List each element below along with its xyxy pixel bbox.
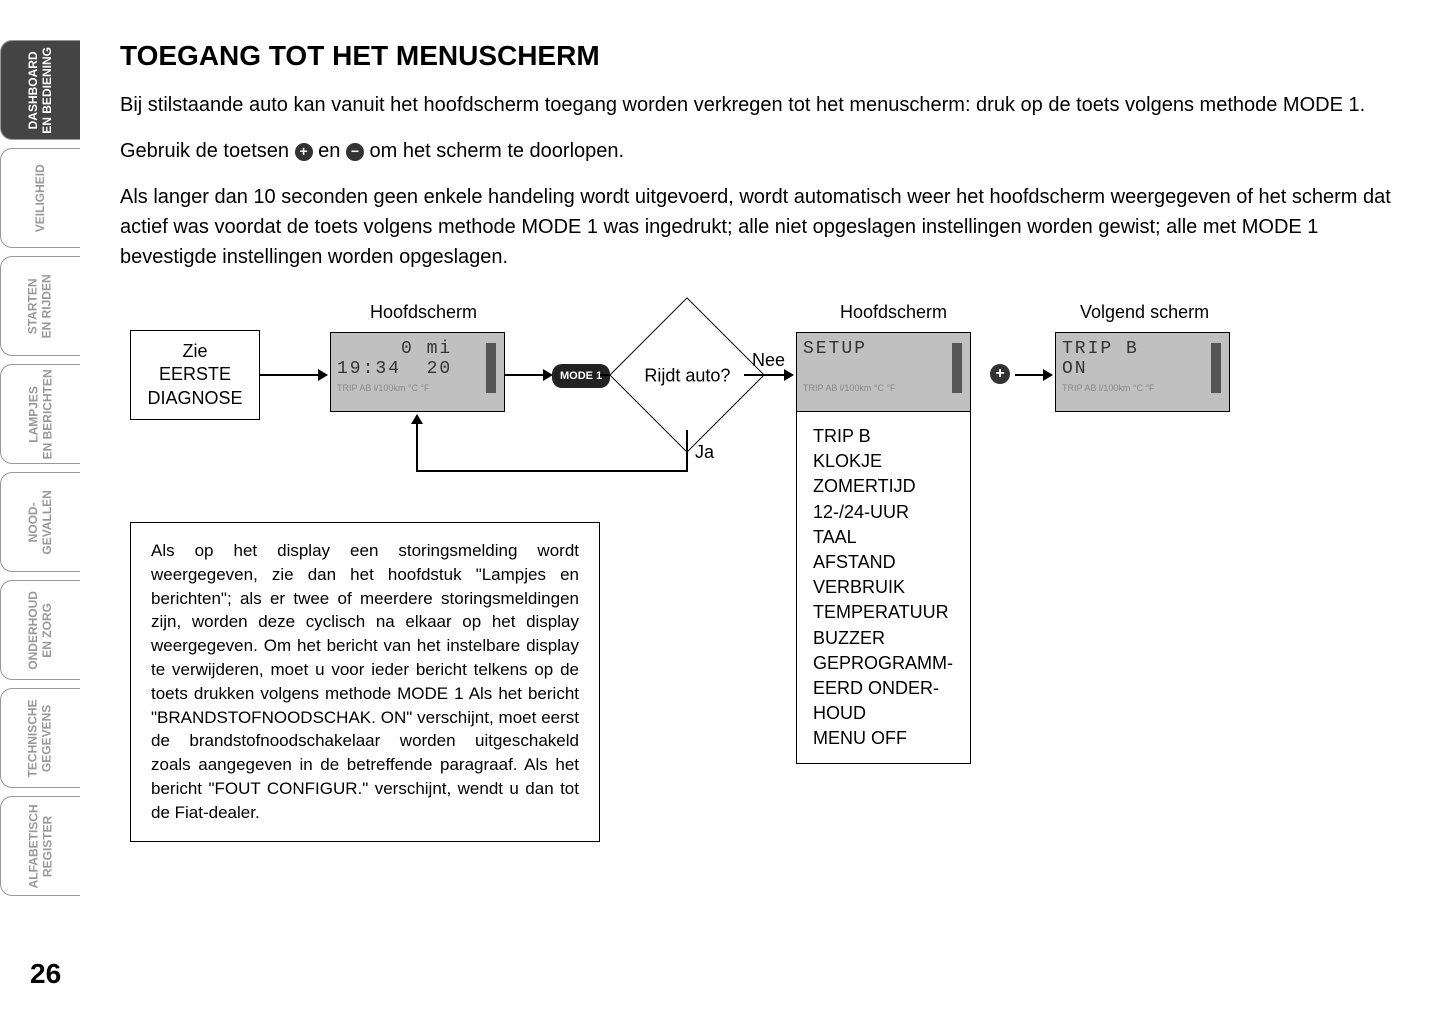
label-nee: Nee (752, 350, 785, 371)
arrow-ja-down (686, 430, 688, 472)
page-title: TOEGANG TOT HET MENUSCHERM (120, 40, 1405, 72)
label-hoofdscherm-2: Hoofdscherm (840, 302, 947, 323)
arrow-plus (1015, 374, 1043, 376)
tab-technische[interactable]: TECHNISCHEGEGEVENS (0, 688, 80, 788)
mode-button: MODE 1 (552, 364, 610, 388)
box-diagnose: Zie EERSTE DIAGNOSE (130, 330, 260, 420)
plus-icon: + (295, 143, 313, 161)
tab-onderhoud[interactable]: ONDERHOUDEN ZORG (0, 580, 80, 680)
menu-list: TRIP B KLOKJE ZOMERTIJD 12-/24-UUR TAAL … (796, 412, 971, 764)
tab-dashboard[interactable]: DASHBOARDEN BEDIENING (0, 40, 80, 140)
flowchart: Hoofdscherm Hoofdscherm Volgend scherm Z… (120, 302, 1405, 852)
minus-icon: − (346, 143, 364, 161)
paragraph-2: Gebruik de toetsen + en − om het scherm … (120, 136, 1405, 166)
lcd-hoofdscherm-1: 0 mi 19:34 20 TRIP AB l/100km °C °F (330, 332, 505, 412)
arrow-nee (744, 374, 784, 376)
info-box: Als op het display een storingsmelding w… (130, 522, 600, 842)
page-number: 26 (30, 958, 61, 990)
label-volgend: Volgend scherm (1080, 302, 1209, 323)
tab-alfabetisch[interactable]: ALFABETISCHREGISTER (0, 796, 80, 896)
arrow-2 (505, 374, 543, 376)
paragraph-1: Bij stilstaande auto kan vanuit het hoof… (120, 90, 1405, 120)
arrow-ja-up (416, 424, 418, 472)
paragraph-3: Als langer dan 10 seconden geen enkele h… (120, 182, 1405, 272)
tab-lampjes[interactable]: LAMPJESEN BERICHTEN (0, 364, 80, 464)
main-content: TOEGANG TOT HET MENUSCHERM Bij stilstaan… (120, 40, 1405, 852)
plus-icon-flow: + (990, 364, 1010, 384)
lcd-tripb: TRIP B ON TRIP AB l/100km °C °F (1055, 332, 1230, 412)
tab-starten[interactable]: STARTENEN RIJDEN (0, 256, 80, 356)
label-ja: Ja (695, 442, 714, 463)
arrow-1 (260, 374, 318, 376)
label-hoofdscherm-1: Hoofdscherm (370, 302, 477, 323)
tab-veiligheid[interactable]: VEILIGHEID (0, 148, 80, 248)
tab-nood[interactable]: NOOD-GEVALLEN (0, 472, 80, 572)
arrow-ja-left (416, 470, 688, 472)
lcd-setup: SETUP TRIP AB l/100km °C °F (796, 332, 971, 412)
sidebar-tabs: DASHBOARDEN BEDIENING VEILIGHEID STARTEN… (0, 40, 80, 904)
